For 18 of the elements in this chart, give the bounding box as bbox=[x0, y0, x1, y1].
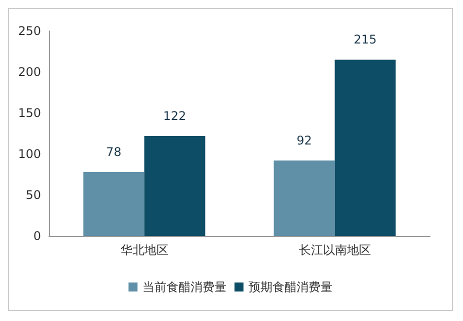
x-tick-label: 长江以南地区 bbox=[298, 243, 371, 257]
data-label: 215 bbox=[354, 32, 377, 47]
legend-label: 预期食醋消费量 bbox=[248, 280, 332, 294]
y-tick-label: 0 bbox=[33, 229, 41, 243]
bar bbox=[334, 60, 396, 236]
data-label: 78 bbox=[106, 145, 122, 160]
y-tick-label: 250 bbox=[18, 24, 41, 38]
x-tick-label: 华北地区 bbox=[120, 243, 168, 257]
bar bbox=[274, 160, 335, 236]
data-label: 92 bbox=[296, 134, 312, 148]
y-tick-label: 50 bbox=[26, 188, 41, 202]
y-tick-label: 100 bbox=[18, 147, 41, 161]
y-tick-label: 200 bbox=[18, 65, 41, 79]
legend-label: 当前食醋消费量 bbox=[142, 280, 226, 294]
y-tick-label: 150 bbox=[18, 106, 41, 120]
data-label: 122 bbox=[163, 108, 186, 123]
bar bbox=[83, 172, 144, 236]
bar bbox=[144, 136, 206, 236]
